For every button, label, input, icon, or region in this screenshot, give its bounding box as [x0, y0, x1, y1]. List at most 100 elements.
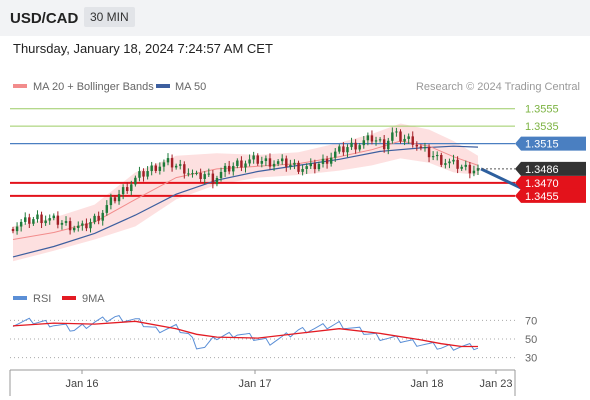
candle-body — [146, 171, 149, 177]
current-price-tag — [515, 161, 586, 176]
candle-body — [276, 161, 280, 164]
candle-body — [358, 145, 361, 150]
candle-body — [456, 159, 459, 169]
candle-body — [81, 223, 84, 226]
candle-body — [370, 135, 374, 142]
candle-body — [264, 158, 268, 162]
time-tick-label: Jan 16 — [65, 378, 98, 390]
candle-body — [105, 205, 109, 213]
candle-body — [11, 229, 15, 232]
candle-body — [305, 166, 308, 169]
candle-body — [236, 160, 239, 166]
candle-body — [187, 173, 190, 175]
candle-body — [452, 159, 455, 162]
candle-body — [321, 158, 325, 164]
candle-body — [174, 165, 178, 168]
research-credit: Research © 2024 Trading Central — [416, 81, 580, 93]
candle-body — [289, 164, 292, 167]
timeframe-selector[interactable]: 30 MIN — [84, 7, 135, 27]
candle-body — [93, 215, 96, 223]
time-axis: Jan 16 Jan 17 Jan 18 Jan 23 — [9, 369, 516, 396]
candle-body — [472, 170, 476, 174]
candle-body — [395, 131, 398, 133]
candle-body — [109, 197, 113, 206]
candle-body — [97, 215, 100, 221]
level-label-1-3555: 1.3555 — [525, 104, 559, 116]
candle-body — [419, 146, 423, 149]
rsi-legend: RSI 9MA — [13, 293, 105, 305]
candle-body — [60, 222, 64, 225]
rsi-tick-50: 50 — [525, 334, 537, 346]
candle-body — [374, 140, 378, 142]
candle-body — [166, 158, 170, 163]
candle-body — [403, 138, 406, 142]
bollinger-band-area — [13, 123, 478, 262]
candle-body — [40, 214, 43, 224]
candle-body — [423, 147, 427, 149]
candle-body — [227, 165, 231, 172]
candle-body — [244, 163, 247, 168]
level-label-1-3535: 1.3535 — [525, 121, 559, 133]
rsi-legend-label: RSI — [33, 293, 51, 305]
candle-body — [342, 146, 345, 153]
candle-body — [36, 214, 39, 220]
candle-body — [211, 173, 215, 185]
candle-body — [154, 165, 157, 171]
candle-body — [19, 221, 23, 227]
rsi-line — [12, 315, 479, 351]
time-tick-label: Jan 17 — [238, 378, 271, 390]
candle-body — [293, 162, 296, 165]
candle-body — [301, 168, 304, 172]
candle-body — [142, 171, 145, 177]
level-tag-1-3470 — [515, 175, 586, 190]
forecast-arrow-shaft — [480, 167, 526, 192]
candle-body — [329, 157, 333, 164]
candle-body — [427, 147, 431, 158]
candle-body — [464, 164, 467, 167]
candle-body — [431, 156, 435, 158]
candles-layer — [11, 127, 480, 235]
candle-body — [158, 166, 162, 171]
candle-body — [28, 217, 31, 224]
rsi-legend-swatch — [13, 296, 27, 300]
candle-body — [48, 218, 51, 221]
candle-body — [325, 158, 329, 164]
symbol-title: USD/CAD — [10, 10, 79, 27]
candle-body — [199, 172, 202, 179]
time-tick-label: Jan 23 — [479, 378, 512, 390]
candle-body — [117, 194, 121, 202]
ma50-legend-swatch — [156, 84, 170, 88]
rsi-tick-70: 70 — [525, 315, 537, 327]
candle-body — [240, 160, 243, 168]
candle-body — [195, 172, 198, 174]
candle-body — [162, 162, 166, 167]
candle-body — [313, 163, 317, 170]
candle-body — [256, 155, 259, 164]
candle-body — [77, 225, 80, 228]
candle-body — [350, 142, 353, 148]
candle-body — [134, 177, 137, 185]
candle-body — [268, 158, 272, 167]
time-tick-label: Jan 18 — [410, 378, 443, 390]
candle-body — [183, 164, 186, 174]
candle-body — [170, 158, 174, 168]
candle-body — [150, 165, 153, 172]
chart-datetime: Thursday, January 18, 2024 7:24:57 AM CE… — [13, 41, 273, 56]
rsi-panel: 70 50 30 — [10, 315, 537, 365]
candle-body — [272, 163, 276, 167]
candle-body — [121, 187, 125, 195]
candle-body — [448, 161, 451, 164]
level-label-1-3455: 1.3455 — [525, 191, 559, 203]
candle-body — [362, 140, 366, 146]
candle-body — [285, 158, 288, 167]
ma20-legend-swatch — [13, 84, 27, 88]
levels-layer — [10, 108, 515, 197]
candle-body — [378, 139, 382, 141]
ma50-legend-label: MA 50 — [175, 81, 206, 93]
candle-body — [113, 197, 117, 202]
candle-body — [179, 164, 182, 166]
candle-body — [89, 222, 92, 229]
